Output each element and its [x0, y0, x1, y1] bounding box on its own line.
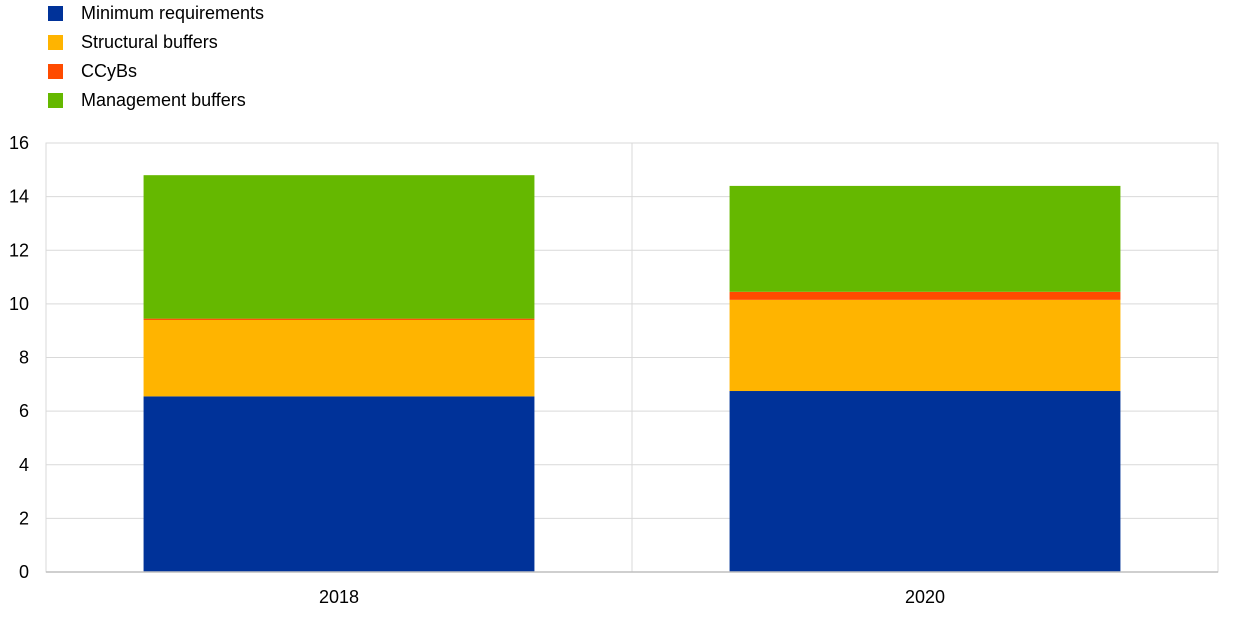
legend-label-minimum-requirements: Minimum requirements	[81, 3, 265, 23]
chart-bars	[143, 175, 1121, 572]
y-tick-label: 10	[9, 294, 29, 314]
legend-swatch-ccybs	[48, 63, 63, 79]
legend-item-management-buffers: Management buffers	[48, 88, 246, 112]
chart-axes: 0 2 4 6 8 10 12 14 16 2018 2020	[9, 133, 1218, 607]
bar-ccybs-2020	[729, 291, 1121, 300]
legend-label-ccybs: CCyBs	[81, 61, 138, 81]
bar-management-buffers-2020	[729, 185, 1121, 292]
bar-minimum-requirements-2020	[729, 391, 1121, 572]
y-tick-label: 6	[19, 401, 29, 421]
legend-label-management-buffers: Management buffers	[81, 90, 246, 110]
legend-swatch-minimum-requirements	[48, 5, 63, 21]
y-tick-label: 4	[19, 455, 29, 475]
legend-swatch-structural-buffers	[48, 34, 63, 50]
y-tick-label: 16	[9, 133, 29, 153]
bar-structural-buffers-2018	[143, 319, 535, 397]
legend-label-structural-buffers: Structural buffers	[81, 32, 218, 52]
legend-swatch-management-buffers	[48, 92, 63, 108]
x-tick-label: 2018	[319, 587, 359, 607]
legend-item-ccybs: CCyBs	[48, 59, 137, 83]
bar-minimum-requirements-2018	[143, 396, 535, 572]
bar-ccybs-2018	[143, 318, 535, 320]
legend-item-minimum-requirements: Minimum requirements	[48, 1, 264, 25]
legend-item-structural-buffers: Structural buffers	[48, 30, 218, 54]
y-tick-label: 8	[19, 348, 29, 368]
bar-management-buffers-2018	[143, 175, 535, 319]
y-tick-label: 2	[19, 508, 29, 528]
x-tick-label: 2020	[905, 587, 945, 607]
y-tick-label: 12	[9, 240, 29, 260]
y-tick-label: 0	[19, 562, 29, 582]
y-tick-label: 14	[9, 187, 29, 207]
bar-structural-buffers-2020	[729, 299, 1121, 392]
